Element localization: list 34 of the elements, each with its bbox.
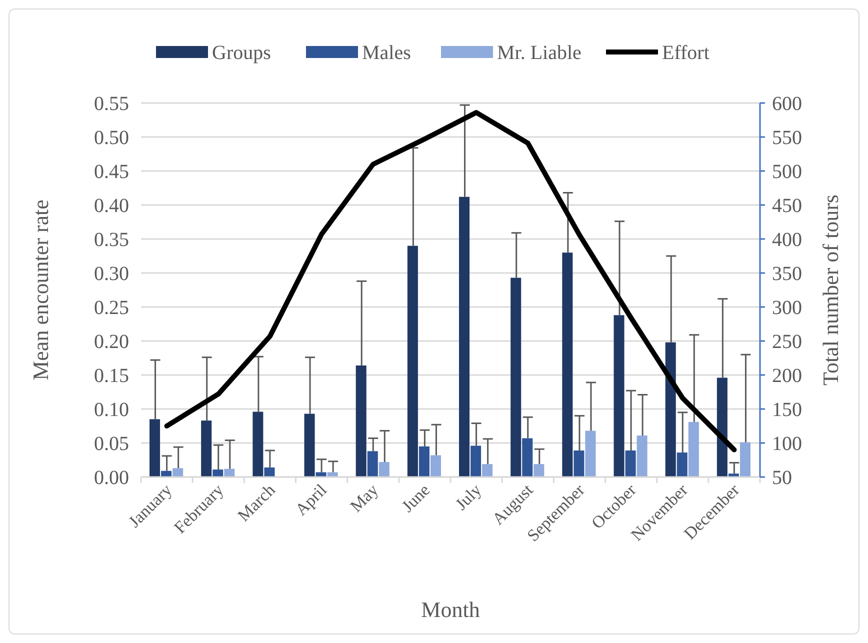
y-tick-label: 0.10 <box>94 399 129 421</box>
legend-label: Males <box>362 42 412 64</box>
y2-tick-label: 150 <box>772 399 802 421</box>
y2-tick-label: 250 <box>772 331 802 353</box>
x-tick-label: May <box>346 480 382 516</box>
legend-label: Effort <box>662 42 710 64</box>
y-tick-label: 0.45 <box>94 161 129 183</box>
x-tick-label: July <box>452 480 486 514</box>
legend-label: Groups <box>212 42 272 64</box>
y2-tick-label: 500 <box>772 161 802 183</box>
y2-tick-label: 300 <box>772 297 802 319</box>
y-axis-title: Mean encounter rate <box>28 200 53 380</box>
y2-tick-label: 600 <box>772 93 802 115</box>
y-tick-label: 0.25 <box>94 297 129 319</box>
y2-tick-label: 450 <box>772 195 802 217</box>
y2-tick-label: 400 <box>772 229 802 251</box>
y-tick-label: 0.55 <box>94 93 129 115</box>
y-tick-label: 0.20 <box>94 331 129 353</box>
y2-tick-label: 200 <box>772 365 802 387</box>
y2-tick-label: 50 <box>772 467 792 489</box>
y2-axis-title: Total number of tours <box>818 194 843 386</box>
y-tick-label: 0.35 <box>94 229 129 251</box>
y-tick-label: 0.00 <box>94 467 129 489</box>
y2-tick-label: 550 <box>772 127 802 149</box>
y2-tick-label: 100 <box>772 433 802 455</box>
y-tick-label: 0.30 <box>94 263 129 285</box>
y-tick-label: 0.05 <box>94 433 129 455</box>
y-tick-label: 0.15 <box>94 365 129 387</box>
y-tick-label: 0.40 <box>94 195 129 217</box>
y-tick-label: 0.50 <box>94 127 129 149</box>
x-axis-title: Month <box>421 597 480 622</box>
legend-label: Mr. Liable <box>497 42 582 64</box>
x-tick-label: June <box>398 480 434 516</box>
y2-tick-label: 350 <box>772 263 802 285</box>
